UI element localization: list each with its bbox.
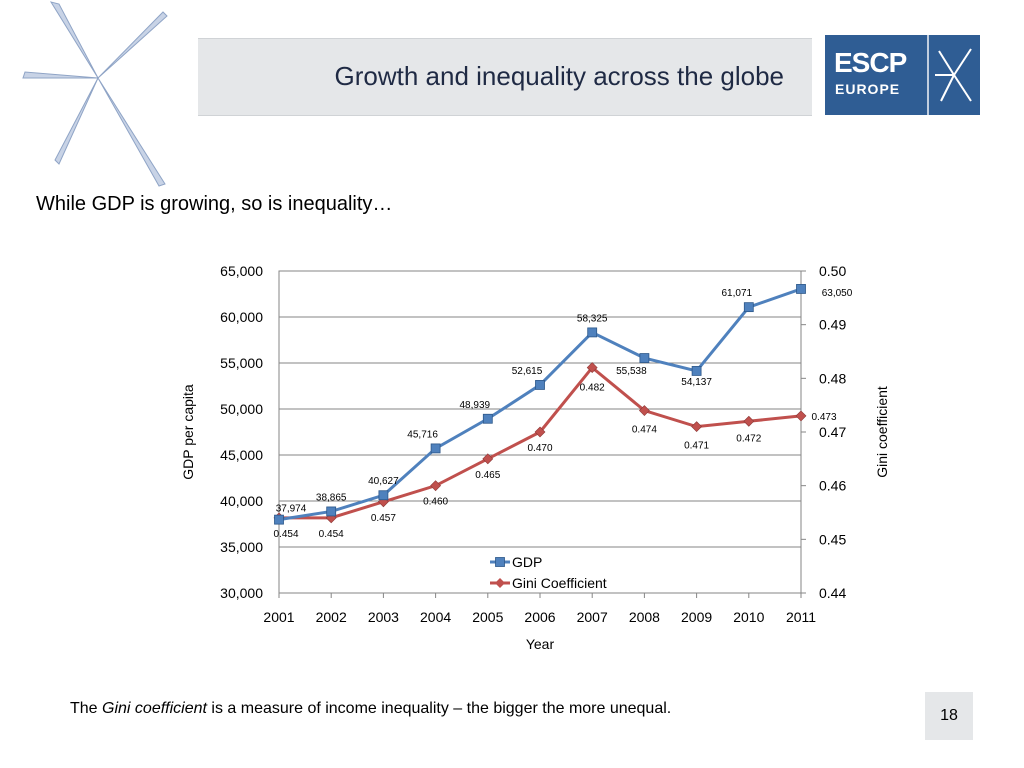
x-tick-label: 2009: [681, 609, 712, 625]
gdp-point: [430, 443, 441, 454]
gdp-point: [326, 506, 337, 517]
x-tick-label: 2007: [577, 609, 608, 625]
title-bar: Growth and inequality across the globe: [198, 38, 812, 116]
gdp-point: [691, 366, 702, 376]
gini-data-label: 0.457: [371, 513, 396, 524]
legend-gdp-marker: [495, 557, 505, 567]
gdp-point: [274, 514, 284, 525]
y2-tick-label: 0.48: [819, 370, 846, 386]
y-tick-label: 50,000: [220, 401, 263, 417]
y2-tick-label: 0.49: [819, 317, 846, 333]
y-tick-label: 60,000: [220, 309, 263, 325]
gdp-point: [587, 327, 598, 338]
gini-data-label: 0.473: [811, 412, 836, 423]
gini-data-label: 0.472: [736, 433, 761, 444]
legend-gini-label: Gini Coefficient: [512, 575, 607, 591]
page-number: 18: [925, 692, 973, 740]
logo-text-escp: ESCP: [834, 47, 907, 78]
footnote-term: Gini coefficient: [102, 700, 207, 717]
gdp-data-label: 37,974: [276, 504, 307, 515]
gdp-point: [535, 380, 545, 390]
gini-point: [586, 362, 598, 374]
footnote: The Gini coefficient is a measure of inc…: [70, 700, 671, 718]
gini-data-label: 0.454: [319, 529, 344, 540]
y2-tick-label: 0.46: [819, 478, 846, 494]
gini-point: [743, 415, 755, 427]
gdp-gini-chart: 30,000 35,000 40,000 45,000 50,000 55,000 60,0…: [180, 263, 890, 652]
gdp-data-label: 52,615: [512, 366, 543, 377]
y-tick-label: 45,000: [220, 447, 263, 463]
x-tick-label: 2010: [733, 609, 764, 625]
gini-point: [691, 421, 703, 433]
gdp-point: [482, 413, 493, 424]
y-tick-label: 35,000: [220, 539, 263, 555]
x-tick-label: 2004: [420, 609, 451, 625]
gdp-point: [639, 353, 650, 363]
y2-tick-label: 0.45: [819, 531, 846, 547]
x-tick-label: 2001: [263, 609, 294, 625]
x-tick-label: 2008: [629, 609, 660, 625]
gdp-point: [796, 284, 806, 294]
gdp-data-label: 40,627: [368, 476, 399, 487]
x-tick-label: 2005: [472, 609, 503, 625]
y2-tick-label: 0.50: [819, 263, 846, 279]
y-tick-label: 65,000: [220, 263, 263, 279]
x-tick-label: 2006: [524, 609, 555, 625]
slide-title: Growth and inequality across the globe: [334, 61, 785, 91]
gini-data-label: 0.465: [475, 470, 500, 481]
decorative-star-icon: [22, 1, 168, 187]
gdp-point: [743, 302, 754, 313]
logo-star-icon: [935, 48, 972, 102]
gini-data-label: 0.474: [632, 425, 657, 436]
gini-point: [638, 405, 650, 416]
legend-gini-marker: [495, 578, 505, 588]
gdp-data-label: 45,716: [407, 429, 438, 440]
y-tick-label: 30,000: [220, 585, 263, 601]
gini-data-label: 0.482: [580, 383, 605, 394]
logo-divider: [927, 35, 929, 115]
gdp-data-label: 63,050: [822, 288, 853, 299]
gini-point: [430, 480, 442, 492]
y2-tick-label: 0.47: [819, 424, 846, 440]
x-axis-title: Year: [526, 636, 555, 652]
legend-gdp-label: GDP: [512, 554, 542, 570]
y-axis-title: GDP per capita: [180, 384, 196, 480]
gini-data-label: 0.460: [423, 497, 448, 508]
gdp-data-label: 55,538: [616, 366, 647, 377]
logo-text-europe: EUROPE: [835, 81, 901, 97]
x-tick-label: 2002: [316, 609, 347, 625]
gini-point: [482, 453, 494, 465]
x-tick-label: 2003: [368, 609, 399, 625]
gdp-data-label: 58,325: [577, 313, 608, 324]
gini-data-label: 0.471: [684, 441, 709, 452]
gini-point: [534, 426, 546, 438]
gdp-point: [378, 490, 389, 501]
y-tick-label: 55,000: [220, 355, 263, 371]
gdp-data-label: 48,939: [460, 400, 491, 411]
x-tick-label: 2011: [786, 609, 816, 625]
escp-europe-logo: ESCP EUROPE: [825, 35, 980, 115]
gdp-data-label: 61,071: [722, 288, 753, 299]
slide-subtitle: While GDP is growing, so is inequality…: [36, 193, 393, 215]
y2-tick-label: 0.44: [819, 585, 846, 601]
y2-axis-title: Gini coefficient: [874, 386, 890, 478]
gini-point: [795, 410, 807, 422]
gdp-data-label: 38,865: [316, 492, 347, 503]
gini-data-label: 0.470: [527, 443, 552, 454]
footnote-suffix: is a measure of income inequality – the …: [206, 700, 672, 717]
y-tick-label: 40,000: [220, 493, 263, 509]
gini-data-label: 0.454: [273, 529, 298, 540]
footnote-prefix: The: [70, 700, 103, 717]
gdp-data-label: 54,137: [681, 377, 712, 388]
